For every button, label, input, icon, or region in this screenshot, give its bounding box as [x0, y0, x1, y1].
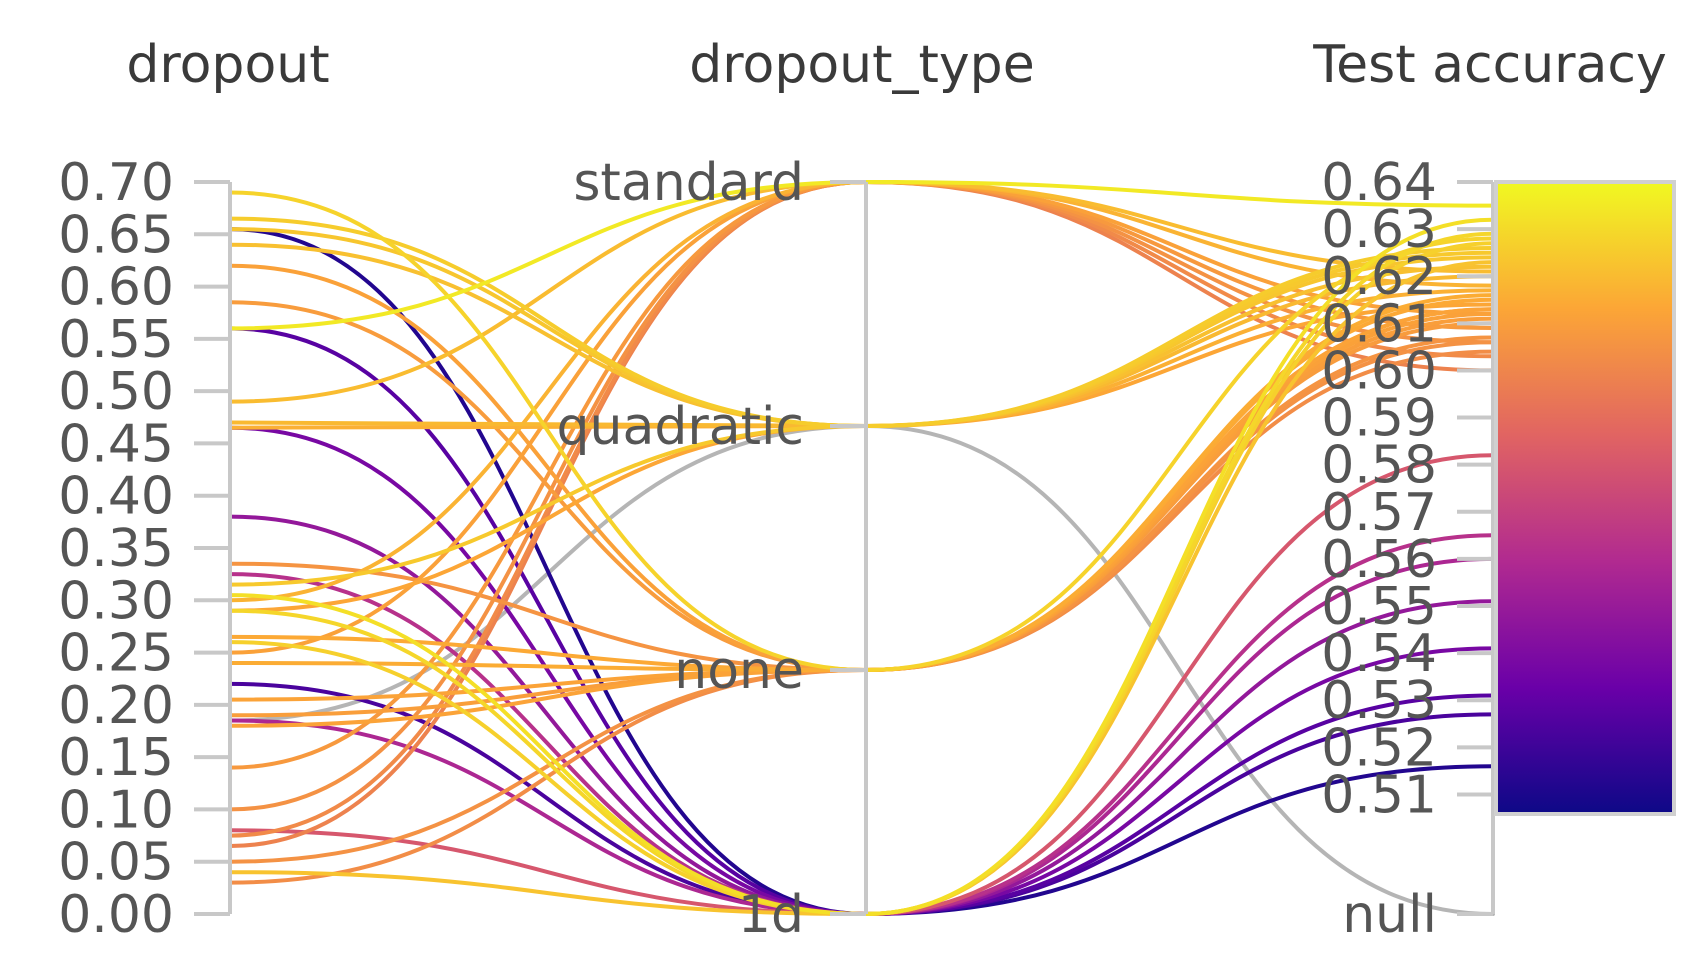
dropout-tick-label: 0.50: [58, 362, 174, 422]
dropout-tick-label: 0.60: [58, 258, 174, 318]
test-accuracy-tick-label: 0.61: [1321, 294, 1437, 354]
test-accuracy-tick-label: 0.62: [1321, 247, 1437, 307]
dropout-tick-label: 0.25: [58, 624, 174, 684]
dropout-tick-label: 0.05: [58, 833, 174, 893]
dropout-tick-label: 0.65: [58, 205, 174, 265]
dropout-type-tick-label: standard: [573, 153, 804, 213]
record-line[interactable]: [228, 556, 1495, 917]
record-line[interactable]: [228, 326, 1495, 917]
test-accuracy-tick-label: 0.53: [1321, 671, 1437, 731]
dropout-tick-label: 0.20: [58, 676, 174, 736]
dropout-tick-label: 0.10: [58, 780, 174, 840]
colorbar: [1494, 180, 1676, 816]
dropout-type-tick-label: none: [674, 641, 804, 701]
axis-title-test-accuracy[interactable]: Test accuracy: [1312, 35, 1667, 95]
dropout-tick-label: 0.40: [58, 467, 174, 527]
dropout-tick-label: 0.00: [58, 885, 174, 945]
test-accuracy-tick-label: 0.63: [1321, 200, 1437, 260]
test-accuracy-tick-label: 0.55: [1321, 577, 1437, 637]
axis-title-dropout-type[interactable]: dropout_type: [689, 35, 1034, 95]
test-accuracy-tick-label: 0.59: [1321, 389, 1437, 449]
axes: 0.000.050.100.150.200.250.300.350.400.45…: [58, 153, 1495, 945]
dropout-tick-label: 0.35: [58, 519, 174, 579]
dropout-tick-label: 0.70: [58, 153, 174, 213]
dropout-tick-label: 0.55: [58, 310, 174, 370]
record-line[interactable]: [228, 227, 1495, 917]
test-accuracy-null-label: null: [1342, 885, 1437, 945]
dropout-tick-label: 0.45: [58, 414, 174, 474]
dropout-tick-label: 0.30: [58, 571, 174, 631]
test-accuracy-tick-label: 0.58: [1321, 436, 1437, 496]
record-line[interactable]: [228, 316, 1495, 718]
record-line[interactable]: [228, 533, 1495, 917]
test-accuracy-tick-label: 0.56: [1321, 530, 1437, 590]
test-accuracy-tick-label: 0.64: [1321, 153, 1437, 213]
test-accuracy-tick-label: 0.54: [1321, 624, 1437, 684]
test-accuracy-tick-label: 0.57: [1321, 483, 1437, 543]
axis-title-dropout[interactable]: dropout: [126, 35, 329, 95]
colorbar-gradient: [1494, 180, 1676, 816]
test-accuracy-tick-label: 0.51: [1321, 765, 1437, 825]
dropout-type-tick-label: quadratic: [556, 397, 804, 457]
record-lines: [228, 179, 1495, 917]
test-accuracy-tick-label: 0.52: [1321, 718, 1437, 778]
record-line[interactable]: [228, 217, 1495, 917]
test-accuracy-tick-label: 0.60: [1321, 341, 1437, 401]
dropout-tick-label: 0.15: [58, 728, 174, 788]
dropout-type-tick-label: 1d: [738, 885, 804, 945]
